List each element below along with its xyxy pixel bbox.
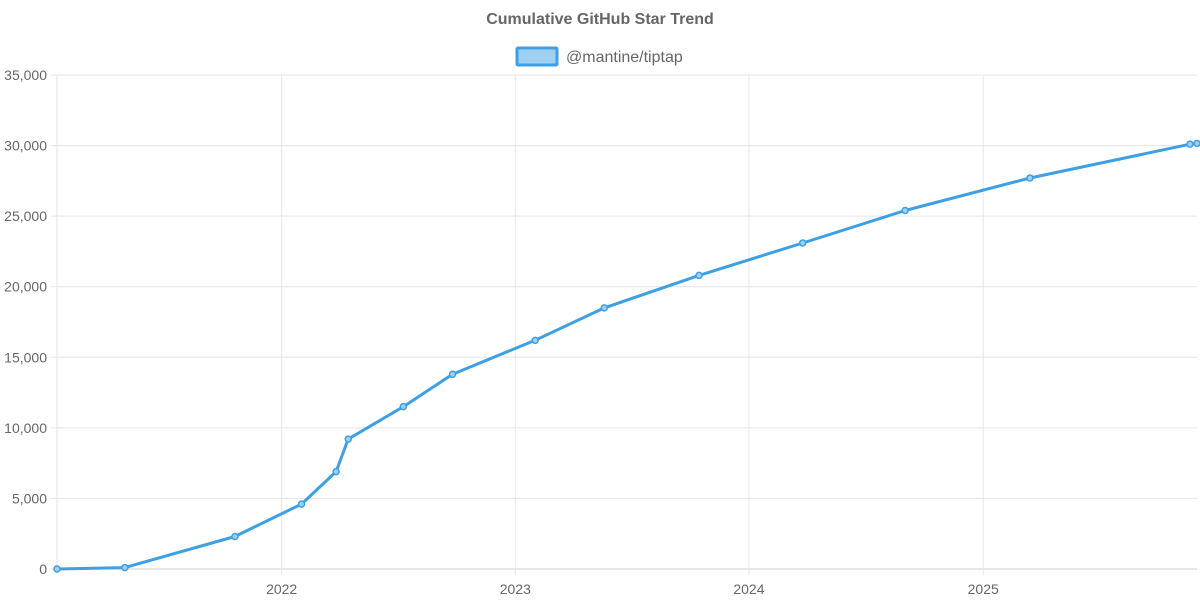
data-point[interactable] [121,563,129,572]
data-point[interactable] [53,565,61,573]
data-point[interactable] [901,206,909,215]
y-tick-label: 20,000 [4,279,47,295]
series [53,139,1200,573]
legend-swatch[interactable] [515,46,559,67]
data-point[interactable] [297,500,306,508]
legend-label[interactable]: @mantine/tiptap [566,49,683,66]
y-tick-label: 35,000 [4,67,47,83]
y-tick-label: 5,000 [12,490,47,506]
series-line [55,142,1199,571]
data-point[interactable] [1186,140,1194,148]
x-tick-label: 2022 [266,581,297,597]
x-tick-label: 2023 [500,581,531,597]
data-point[interactable] [344,435,352,443]
y-tick-label: 0 [39,561,47,577]
data-point[interactable] [531,336,539,345]
data-point[interactable] [332,467,340,476]
y-tick-label: 25,000 [4,208,47,224]
x-tick-label: 2024 [733,581,764,597]
grid [51,74,1197,575]
chart-title: Cumulative GitHub Star Trend [486,11,714,28]
y-tick-label: 15,000 [4,349,47,365]
data-point[interactable] [231,532,239,541]
data-point[interactable] [399,402,408,411]
axes: 0 5,000 10,000 15,000 20,000 25,000 30,000 35,0… [4,67,999,597]
data-point[interactable] [448,370,457,378]
data-point[interactable] [600,304,609,312]
y-tick-label: 10,000 [4,420,47,436]
y-tick-label: 30,000 [4,138,47,154]
data-point[interactable] [695,271,703,280]
x-tick-label: 2025 [968,581,999,597]
data-point[interactable] [1026,174,1034,182]
data-point[interactable] [798,239,807,247]
data-point[interactable] [1193,139,1200,148]
legend[interactable]: @mantine/tiptap [515,46,683,67]
